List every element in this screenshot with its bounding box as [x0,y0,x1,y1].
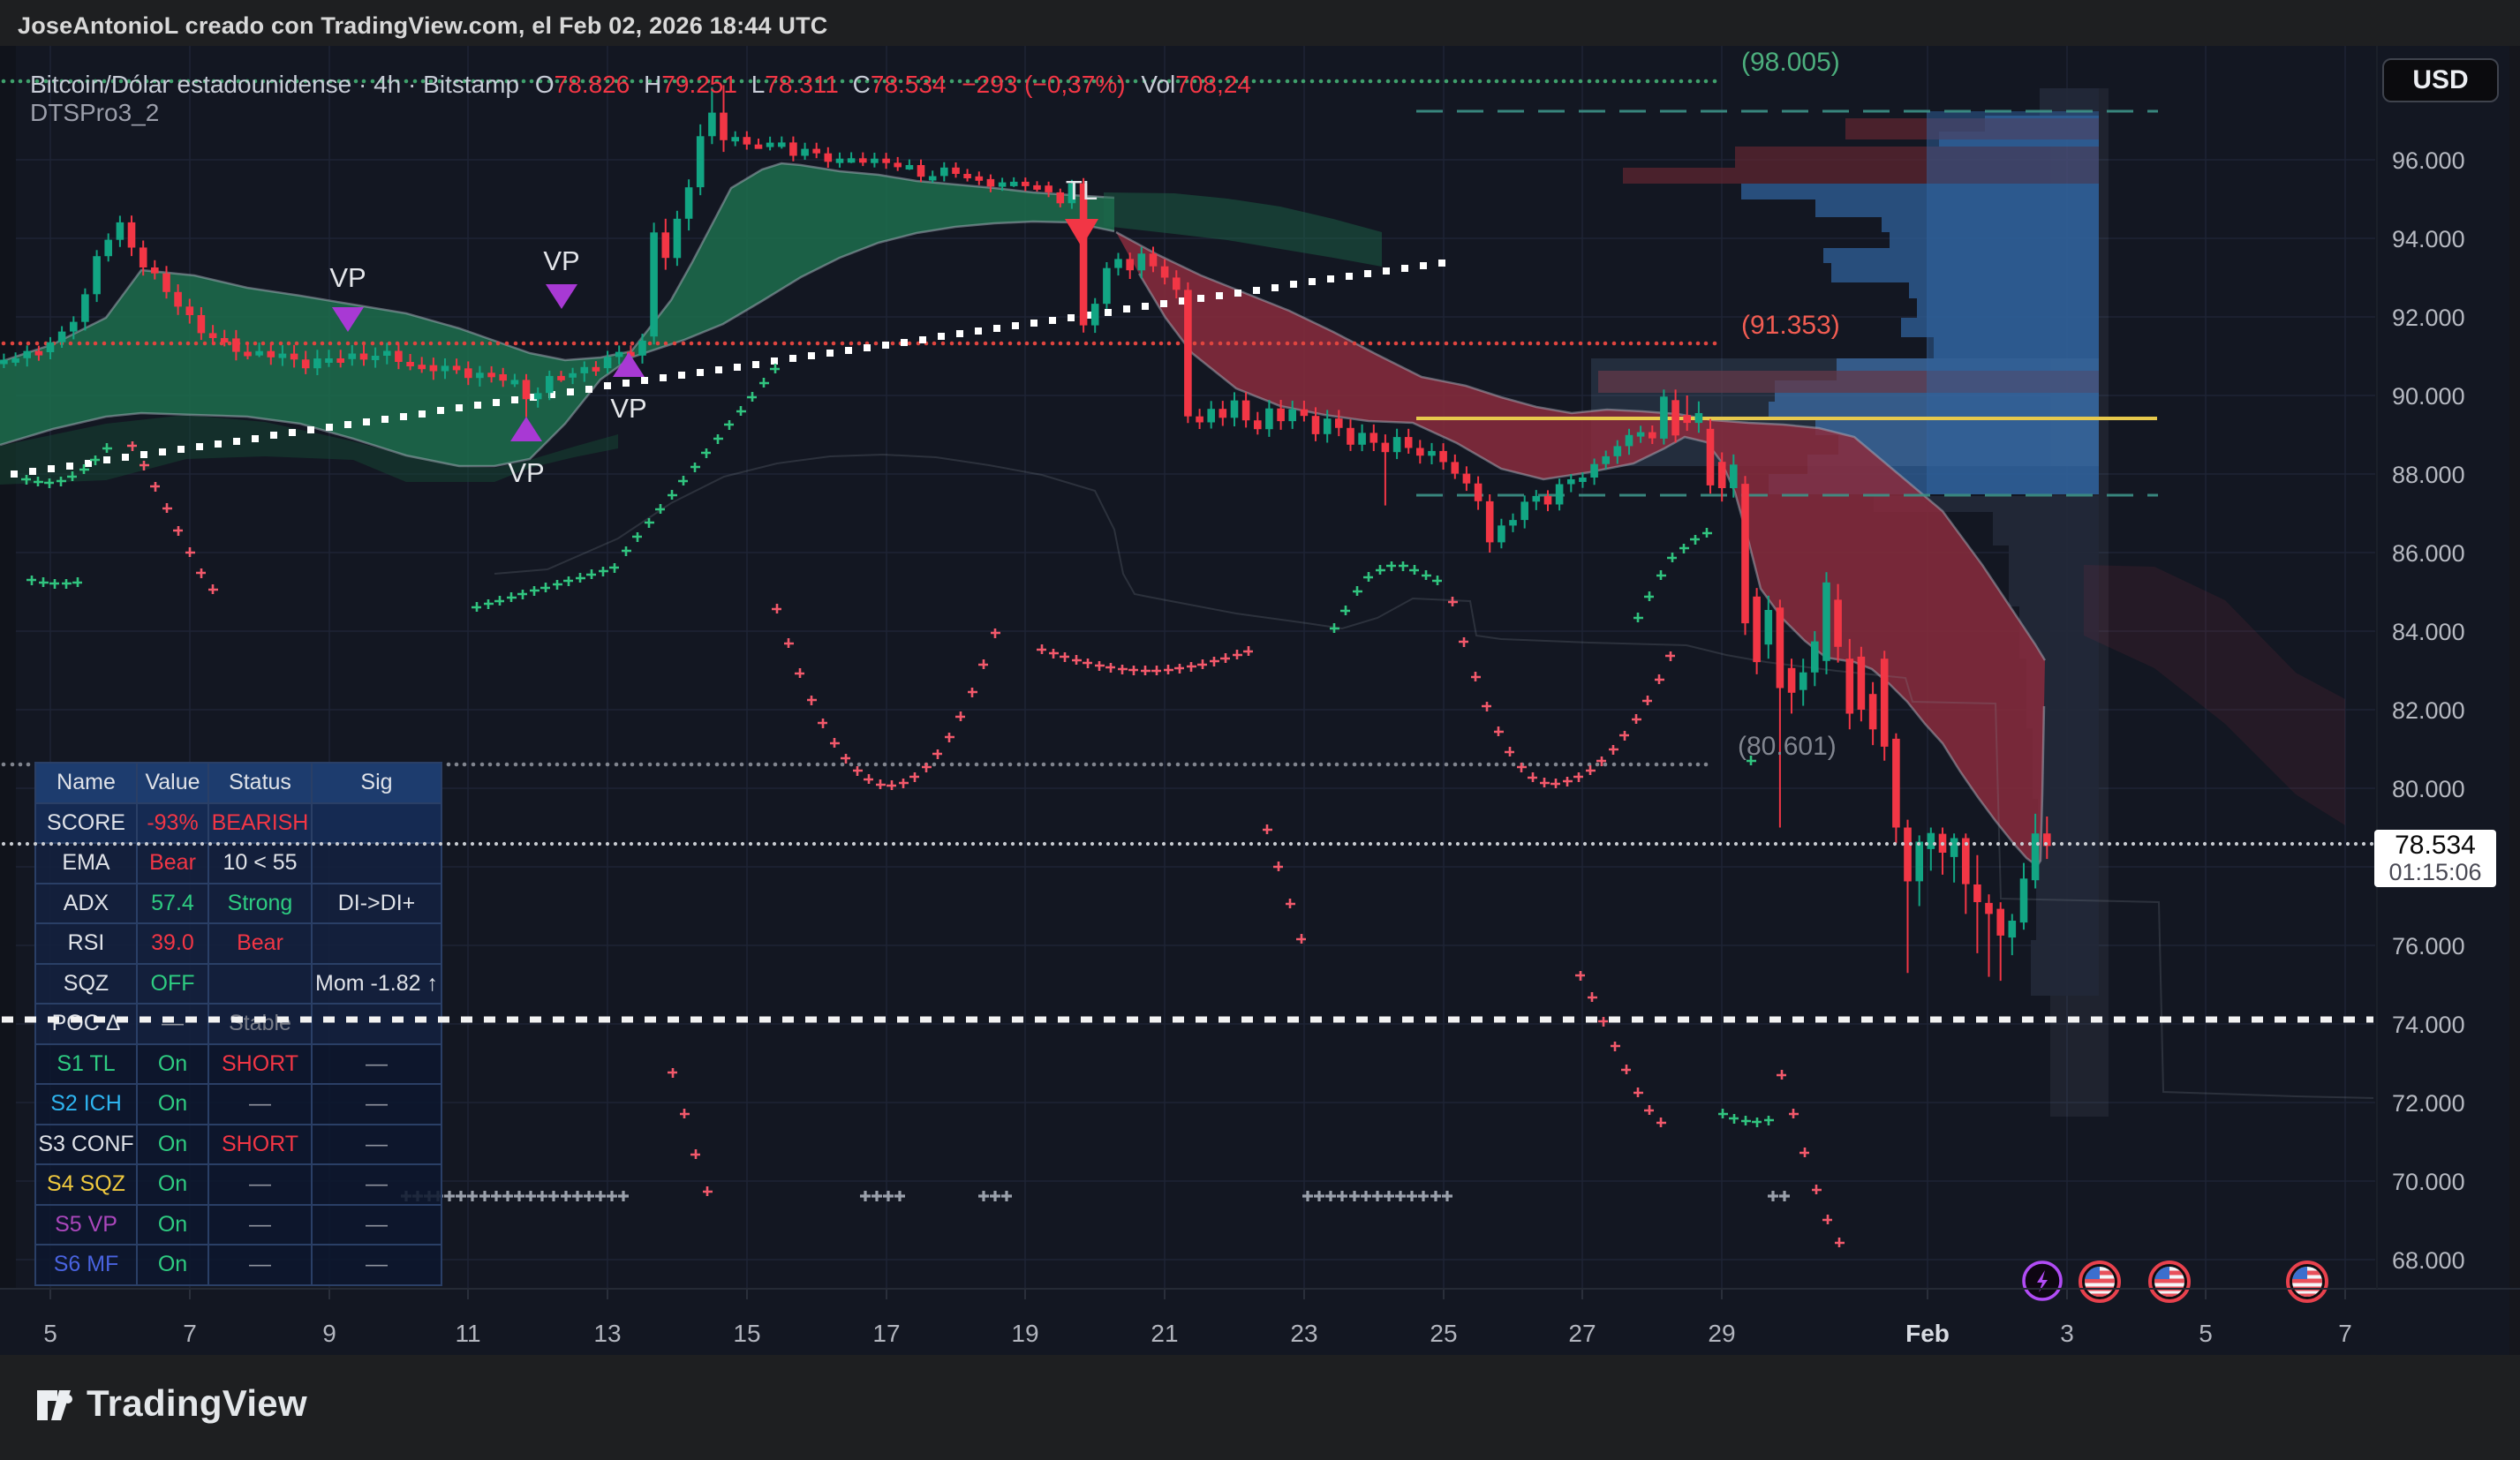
svg-text:7: 7 [2338,1320,2352,1347]
svg-text:11: 11 [455,1320,480,1347]
svg-text:15: 15 [733,1320,760,1347]
svg-text:76.000: 76.000 [2392,933,2465,960]
svg-text:82.000: 82.000 [2392,697,2465,724]
svg-text:17: 17 [872,1320,900,1347]
svg-text:5: 5 [2199,1320,2213,1347]
svg-text:70.000: 70.000 [2392,1169,2465,1195]
svg-text:3: 3 [2060,1320,2074,1347]
svg-text:90.000: 90.000 [2392,383,2465,410]
svg-text:7: 7 [183,1320,197,1347]
svg-text:21: 21 [1151,1320,1178,1347]
svg-text:94.000: 94.000 [2392,226,2465,252]
svg-text:27: 27 [1568,1320,1596,1347]
svg-text:74.000: 74.000 [2392,1012,2465,1038]
svg-text:92.000: 92.000 [2392,305,2465,331]
svg-text:9: 9 [322,1320,336,1347]
svg-text:(91.353): (91.353) [1741,311,1840,340]
svg-text:VP: VP [543,245,579,276]
svg-text:13: 13 [593,1320,621,1347]
svg-text:5: 5 [43,1320,57,1347]
svg-text:88.000: 88.000 [2392,462,2465,488]
svg-text:(80.601): (80.601) [1738,732,1837,761]
svg-text:VP: VP [329,262,366,293]
svg-text:TL: TL [1066,175,1098,206]
svg-text:80.000: 80.000 [2392,776,2465,802]
svg-text:(98.005): (98.005) [1741,48,1840,77]
svg-text:68.000: 68.000 [2392,1247,2465,1274]
svg-text:23: 23 [1290,1320,1317,1347]
svg-text:86.000: 86.000 [2392,540,2465,567]
svg-text:96.000: 96.000 [2392,147,2465,174]
svg-text:25: 25 [1430,1320,1457,1347]
svg-text:19: 19 [1011,1320,1038,1347]
svg-text:72.000: 72.000 [2392,1090,2465,1117]
svg-text:84.000: 84.000 [2392,619,2465,645]
svg-text:VP: VP [508,457,544,488]
svg-text:29: 29 [1708,1320,1735,1347]
svg-text:Feb: Feb [1905,1320,1950,1347]
svg-text:VP: VP [610,393,646,424]
